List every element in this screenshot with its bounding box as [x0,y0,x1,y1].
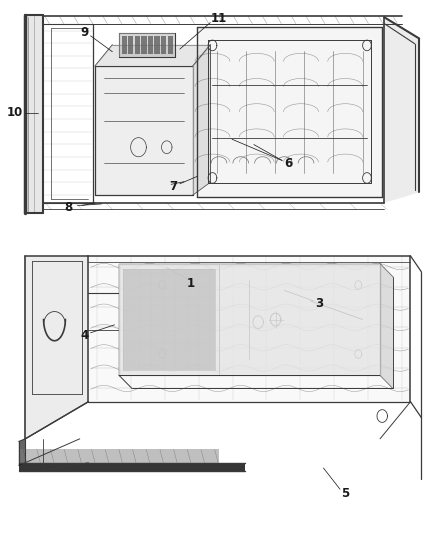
Polygon shape [385,17,419,203]
Text: 3: 3 [315,297,323,310]
Polygon shape [193,45,210,195]
Polygon shape [148,36,153,54]
Polygon shape [121,36,127,54]
Polygon shape [25,256,88,439]
Polygon shape [123,269,215,370]
Polygon shape [380,264,393,389]
Polygon shape [19,463,245,471]
Polygon shape [135,36,140,54]
Polygon shape [88,256,410,402]
Polygon shape [25,14,43,214]
Text: 1: 1 [187,277,195,290]
Polygon shape [19,439,25,465]
Text: 6: 6 [285,157,293,169]
Polygon shape [141,36,146,54]
Polygon shape [197,27,382,197]
Polygon shape [19,449,219,463]
Polygon shape [95,66,193,195]
Polygon shape [119,33,176,57]
Text: 11: 11 [211,12,227,25]
Text: 7: 7 [169,181,177,193]
Polygon shape [119,264,380,375]
Polygon shape [168,36,173,54]
Text: 10: 10 [6,106,23,119]
Text: 4: 4 [80,329,88,342]
Polygon shape [128,36,133,54]
Text: 9: 9 [80,26,88,38]
Polygon shape [95,45,210,66]
Polygon shape [155,36,160,54]
Text: 8: 8 [65,200,73,214]
Polygon shape [161,36,166,54]
Text: 5: 5 [341,487,350,500]
